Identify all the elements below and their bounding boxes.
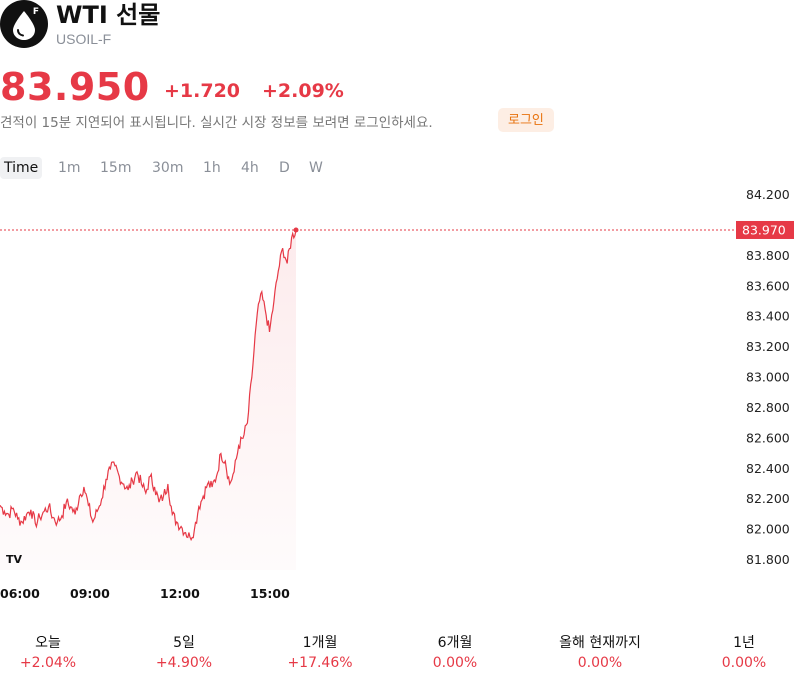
price-change: +1.720 (164, 80, 241, 102)
perf-value: +4.90% (155, 655, 213, 671)
perf-label: 1년 (733, 635, 755, 651)
login-button[interactable]: 로그인 (498, 108, 554, 132)
perf-value: +17.46% (287, 655, 353, 671)
perf-value: 0.00% (432, 655, 478, 671)
y-axis-tick-label: 83.800 (746, 248, 790, 263)
y-axis-tick-label: 82.400 (746, 461, 790, 476)
price-chart-svg[interactable]: 84.200 83.800 83.600 83.400 83.200 83.000 82.8… (0, 180, 800, 610)
tab-1m[interactable]: 1m (58, 160, 81, 176)
y-axis-tick-label: 82.800 (746, 400, 790, 415)
perf-5d[interactable]: 5일 +4.90% (129, 634, 239, 672)
tab-15m[interactable]: 15m (100, 160, 132, 176)
oil-drop-logo-icon: F (0, 0, 48, 48)
tab-1h[interactable]: 1h (203, 160, 221, 176)
x-axis-tick-label: 06:00 (0, 586, 40, 601)
price-change-percent: +2.09% (262, 80, 344, 102)
last-price-tag (736, 220, 794, 239)
x-axis-tick-label: 09:00 (70, 586, 110, 601)
perf-label: 6개월 (437, 635, 473, 651)
price-line (0, 229, 297, 542)
last-price-dot (293, 227, 299, 233)
y-axis-tick-label: 83.200 (746, 339, 790, 354)
price-chart[interactable]: 84.200 83.800 83.600 83.400 83.200 83.000 82.8… (0, 180, 800, 610)
price-area-fill (0, 230, 296, 570)
y-axis-tick-label: 83.400 (746, 309, 790, 324)
perf-label: 1개월 (302, 635, 338, 651)
tradingview-logo-icon[interactable]: TV (5, 553, 23, 566)
last-price-tag-text: 83.970 (742, 222, 786, 237)
tab-4h[interactable]: 4h (241, 160, 259, 176)
perf-ytd[interactable]: 올해 현재까지 0.00% (538, 634, 662, 672)
perf-value: +2.04% (19, 655, 77, 671)
delay-notice: 견적이 15분 지연되어 표시됩니다. 실시간 시장 정보를 보려면 로그인하세… (0, 115, 433, 131)
perf-1m[interactable]: 1개월 +17.46% (265, 634, 375, 672)
y-axis-tick-label: 83.000 (746, 370, 790, 385)
perf-today[interactable]: 오늘 +2.04% (0, 634, 103, 672)
y-axis-tick-label: 82.000 (746, 522, 790, 537)
page-title: WTI 선물 (56, 1, 161, 29)
tab-d[interactable]: D (279, 160, 290, 176)
y-axis-tick-label: 81.800 (746, 552, 790, 567)
tab-30m[interactable]: 30m (152, 160, 184, 176)
x-axis-tick-label: 15:00 (250, 586, 290, 601)
perf-6m[interactable]: 6개월 0.00% (400, 634, 510, 672)
y-axis-tick-label: 82.600 (746, 430, 790, 445)
y-axis-tick-label: 82.200 (746, 491, 790, 506)
perf-value: 0.00% (721, 655, 767, 671)
tab-time[interactable]: Time (0, 157, 43, 179)
futures-badge: F (29, 5, 43, 19)
perf-1y[interactable]: 1년 0.00% (689, 634, 799, 672)
last-price: 83.950 (0, 65, 150, 109)
perf-label: 5일 (173, 635, 195, 651)
x-axis-tick-label: 12:00 (160, 586, 200, 601)
perf-label: 올해 현재까지 (559, 635, 641, 651)
y-axis-tick-label: 84.200 (746, 187, 790, 202)
symbol-label: USOIL-F (56, 31, 112, 47)
oil-drop-icon (13, 11, 35, 40)
perf-value: 0.00% (577, 655, 623, 671)
tab-w[interactable]: W (309, 160, 323, 176)
perf-label: 오늘 (35, 635, 61, 651)
y-axis-tick-label: 83.600 (746, 278, 790, 293)
